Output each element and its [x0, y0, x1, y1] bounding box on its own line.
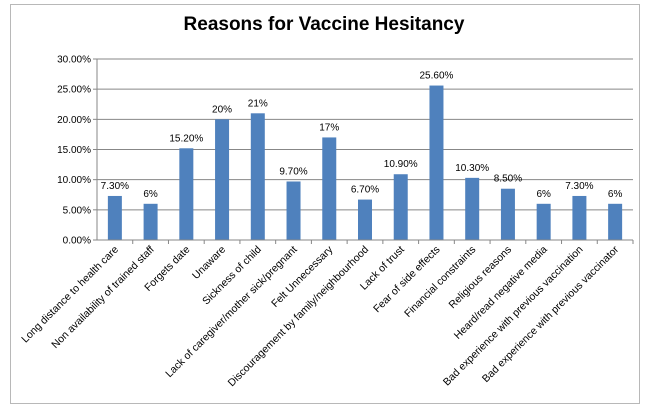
- data-label: 7.30%: [565, 181, 593, 192]
- data-label: 6%: [608, 189, 623, 200]
- bar: [500, 188, 515, 240]
- y-tick-label: 25.00%: [57, 85, 91, 96]
- data-label: 25.60%: [420, 71, 454, 82]
- bar: [572, 195, 587, 240]
- data-label: 20%: [212, 104, 232, 115]
- bar: [322, 137, 337, 240]
- bar: [358, 199, 372, 240]
- y-tick-label: 15.00%: [57, 145, 91, 156]
- bar: [107, 195, 122, 240]
- bar: [286, 181, 301, 240]
- data-label: 6.70%: [351, 185, 379, 196]
- category-label: Lack of caregiver/mother sick/pregnant: [163, 244, 299, 380]
- data-label: 15.20%: [169, 133, 203, 144]
- bar: [536, 203, 551, 240]
- y-tick-label: 20.00%: [57, 115, 91, 126]
- data-label: 6%: [536, 189, 551, 200]
- category-label: Fear of side effects: [371, 244, 442, 315]
- bar: [393, 174, 408, 240]
- category-label: Felt Unnecessary: [269, 243, 336, 310]
- data-label: 7.30%: [101, 181, 129, 192]
- bar: [179, 148, 194, 240]
- bar: [215, 119, 230, 240]
- y-tick-label: 0.00%: [63, 236, 91, 247]
- data-label: 8.50%: [494, 174, 522, 185]
- data-label: 21%: [248, 98, 268, 109]
- bar: [465, 177, 480, 240]
- y-tick-label: 10.00%: [57, 175, 91, 186]
- y-tick-label: 30.00%: [57, 55, 91, 66]
- category-label: Religious reasons: [447, 244, 515, 312]
- data-label: 10.30%: [455, 163, 489, 174]
- bar: [143, 203, 158, 240]
- data-label: 10.90%: [384, 159, 418, 170]
- data-label: 6%: [143, 189, 158, 200]
- data-label: 9.70%: [279, 166, 307, 177]
- bar: [250, 113, 265, 240]
- y-tick-label: 5.00%: [63, 205, 91, 216]
- bar: [429, 85, 444, 241]
- bar: [608, 203, 623, 240]
- data-label: 17%: [319, 122, 339, 133]
- chart-title: Reasons for Vaccine Hesitancy: [183, 14, 465, 35]
